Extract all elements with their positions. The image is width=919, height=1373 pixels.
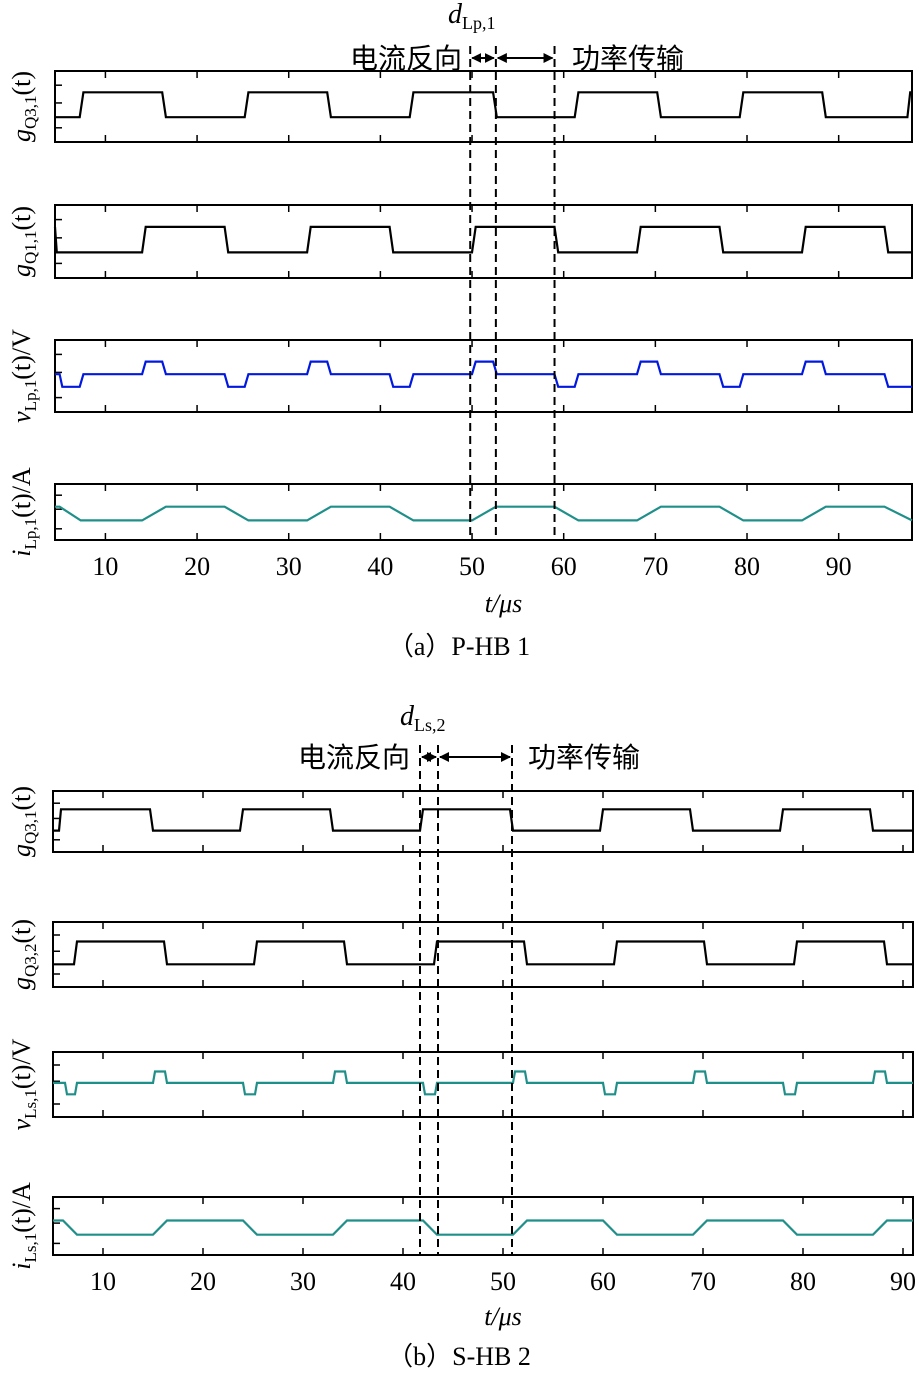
panel-frame [54,204,913,279]
x-tick-label: 10 [90,1267,116,1296]
x-tick-label: 50 [459,552,485,581]
panel-0: gQ3,1(t) [7,70,913,143]
y-axis-label: iLs,1(t)/A [7,1182,40,1270]
chart-b: gQ3,1(t) gQ3,2(t) vLs,1(t)/V iLs,1(t)/A 10 20… [7,701,916,1371]
x-tick-label: 70 [642,552,668,581]
chart-a: gQ3,1(t) gQ1,1(t) vLp,1(t)/V iLp,1(t)/A 10 20… [7,0,913,661]
panel-1: gQ1,1(t) [7,204,913,279]
x-tick-label: 20 [190,1267,216,1296]
panel-frame [54,339,913,413]
annotation-power-transfer: 功率传输 [528,742,640,774]
x-tick-label: 60 [590,1267,616,1296]
x-tick-label: 10 [92,552,118,581]
series-line [55,360,912,388]
series-line [55,91,912,119]
x-tick-label: 40 [390,1267,416,1296]
x-tick-label: 80 [790,1267,816,1296]
panel-frame [54,483,913,541]
series-line [53,1070,913,1096]
panel-1: gQ3,2(t) [7,919,914,990]
x-axis-label: t/μs [485,589,523,618]
x-tick-label: 20 [184,552,210,581]
y-axis-label: gQ3,1(t) [7,786,40,857]
x-tick-label: 70 [690,1267,716,1296]
annotation-current-reversal: 电流反向 [350,43,462,75]
y-axis-label: gQ3,2(t) [7,919,40,990]
panel-2: vLp,1(t)/V [7,329,913,423]
annotation-current-reversal: 电流反向 [298,742,410,774]
panel-3: iLs,1(t)/A [7,1182,914,1270]
annotation-d-label: dLs,2 [400,701,446,735]
y-axis-label: gQ1,1(t) [7,206,40,277]
y-axis-label: vLp,1(t)/V [7,329,40,423]
panel-frame [54,70,913,143]
panel-3: iLp,1(t)/A [7,467,913,557]
x-tick-label: 50 [490,1267,516,1296]
panel-frame [52,1196,914,1256]
x-axis-label: t/μs [484,1302,522,1331]
panel-0: gQ3,1(t) [7,786,914,857]
y-axis-label: iLp,1(t)/A [7,467,40,557]
series-line [53,808,913,832]
panel-2: vLs,1(t)/V [7,1038,914,1130]
x-tick-label: 30 [290,1267,316,1296]
panel-frame [52,1051,914,1118]
x-tick-label: 90 [890,1267,916,1296]
y-axis-label: gQ3,1(t) [7,71,40,142]
series-line [55,505,913,522]
annotation-power-transfer: 功率传输 [572,43,684,75]
panel-frame [52,921,914,988]
series-line [53,1219,913,1236]
annotation-d-label: dLp,1 [448,0,496,33]
series-line [53,940,913,966]
figure-caption: （a）P-HB 1 [388,632,530,661]
x-tick-label: 40 [367,552,393,581]
panel-frame [52,790,914,853]
x-tick-label: 80 [734,552,760,581]
figure-caption: （b）S-HB 2 [387,1342,531,1371]
y-axis-label: vLs,1(t)/V [7,1038,40,1130]
x-tick-label: 30 [276,552,302,581]
x-tick-label: 60 [551,552,577,581]
x-tick-label: 90 [826,552,852,581]
series-line [53,225,912,254]
